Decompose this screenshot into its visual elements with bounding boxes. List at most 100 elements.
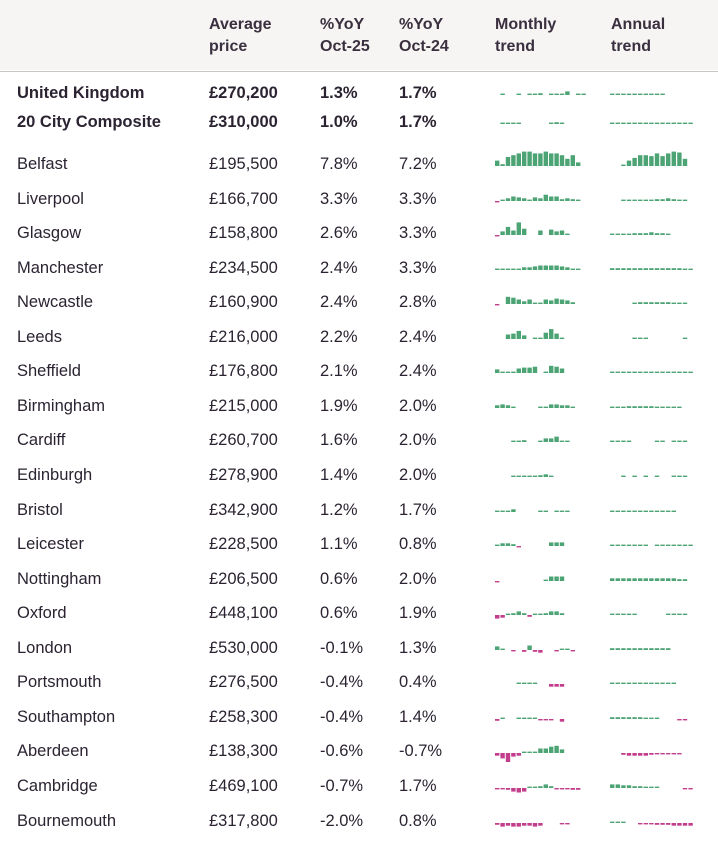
location-name: Southampton bbox=[17, 708, 116, 726]
sparkline-bar bbox=[643, 510, 648, 512]
sparkline-bar bbox=[610, 122, 615, 124]
yoy-oct24: 1.7% bbox=[399, 501, 437, 519]
sparkline-bar bbox=[626, 406, 632, 408]
sparkline-bar bbox=[666, 682, 671, 684]
location-name: Bournemouth bbox=[17, 812, 117, 830]
sparkline-bar bbox=[621, 406, 626, 408]
yoy-oct25: 1.6% bbox=[320, 431, 358, 449]
sparkline-bar bbox=[527, 786, 532, 788]
yoy-oct24: 1.9% bbox=[399, 604, 437, 622]
annual-trend-sparkline bbox=[610, 682, 676, 684]
sparkline-bar bbox=[632, 268, 637, 270]
monthly-trend-sparkline bbox=[495, 645, 575, 653]
sparkline-bar bbox=[559, 230, 565, 235]
sparkline-bar bbox=[677, 823, 682, 826]
sparkline-bar bbox=[565, 440, 570, 442]
sparkline-bar bbox=[638, 753, 643, 756]
sparkline-bar bbox=[671, 823, 676, 826]
sparkline-bar bbox=[643, 648, 648, 650]
sparkline-bar bbox=[554, 684, 559, 687]
sparkline-bar bbox=[538, 510, 543, 512]
sparkline-bar bbox=[682, 199, 688, 201]
sparkline-bar bbox=[505, 371, 511, 373]
sparkline-bar bbox=[538, 265, 543, 270]
sparkline-bar bbox=[654, 510, 660, 512]
sparkline-bar bbox=[638, 823, 643, 825]
sparkline-bar bbox=[682, 371, 688, 373]
sparkline-bar bbox=[516, 440, 521, 442]
sparkline-bar bbox=[522, 475, 527, 477]
location-name: United Kingdom bbox=[17, 84, 145, 102]
sparkline-bar bbox=[654, 233, 660, 235]
sparkline-bar bbox=[632, 786, 637, 788]
sparkline-bar bbox=[549, 542, 554, 546]
sparkline-bar bbox=[638, 337, 643, 339]
sparkline-bar bbox=[654, 302, 660, 304]
table-row: Cambridge £469,100 -0.7% 1.7% bbox=[0, 769, 718, 803]
average-price: £176,800 bbox=[209, 362, 278, 380]
sparkline-bar bbox=[495, 788, 500, 790]
sparkline-bar bbox=[543, 265, 548, 270]
sparkline-bar bbox=[660, 233, 665, 235]
sparkline-bar bbox=[576, 162, 581, 166]
sparkline-bar bbox=[570, 155, 575, 166]
sparkline-bar bbox=[638, 199, 643, 201]
sparkline-bar bbox=[565, 823, 570, 825]
sparkline-bar bbox=[649, 122, 654, 124]
average-price: £166,700 bbox=[209, 190, 278, 208]
sparkline-bar bbox=[549, 93, 554, 95]
sparkline-bar bbox=[511, 788, 516, 792]
sparkline-bar bbox=[511, 122, 516, 124]
sparkline-bar bbox=[565, 510, 570, 512]
sparkline-bar bbox=[654, 122, 660, 124]
sparkline-bar bbox=[654, 153, 660, 166]
sparkline-bar bbox=[543, 438, 548, 442]
sparkline-bar bbox=[554, 265, 559, 270]
sparkline-bar bbox=[610, 371, 615, 373]
table-row: Cardiff £260,700 1.6% 2.0% bbox=[0, 423, 718, 457]
sparkline-bar bbox=[538, 613, 543, 615]
yoy-oct24: 0.8% bbox=[399, 535, 437, 553]
sparkline-bar bbox=[610, 93, 615, 95]
sparkline-bar bbox=[660, 156, 665, 166]
sparkline-bar bbox=[549, 746, 554, 753]
sparkline-bar bbox=[570, 650, 575, 652]
sparkline-bar bbox=[649, 302, 654, 304]
sparkline-bar bbox=[500, 404, 505, 408]
sparkline-bar bbox=[649, 786, 654, 788]
sparkline-bar bbox=[621, 717, 626, 719]
sparkline-bar bbox=[610, 717, 615, 719]
sparkline-bar bbox=[621, 233, 626, 235]
monthly-trend-sparkline bbox=[511, 474, 554, 477]
sparkline-bar bbox=[654, 371, 660, 373]
sparkline-bar bbox=[643, 155, 648, 166]
location-name: 20 City Composite bbox=[17, 113, 161, 131]
sparkline-bar bbox=[559, 405, 565, 408]
sparkline-bar bbox=[516, 823, 521, 827]
sparkline-bar bbox=[495, 369, 500, 373]
sparkline-bar bbox=[505, 405, 511, 408]
table-row: Southampton £258,300 -0.4% 1.4% bbox=[0, 700, 718, 734]
table-row: Manchester £234,500 2.4% 3.3% bbox=[0, 251, 718, 285]
average-price: £530,000 bbox=[209, 639, 278, 657]
sparkline-bar bbox=[654, 268, 660, 270]
yoy-oct25: 3.3% bbox=[320, 190, 358, 208]
annual-trend-sparkline bbox=[610, 406, 682, 408]
sparkline-bar bbox=[543, 579, 548, 581]
header-average-price: Average price bbox=[209, 16, 272, 55]
sparkline-bar bbox=[626, 717, 632, 719]
sparkline-bar bbox=[615, 544, 620, 546]
sparkline-bar bbox=[671, 578, 676, 581]
sparkline-bar bbox=[559, 576, 565, 581]
sparkline-bar bbox=[610, 233, 615, 235]
sparkline-bar bbox=[538, 230, 543, 235]
sparkline-bar bbox=[532, 650, 538, 652]
sparkline-bar bbox=[677, 406, 682, 408]
sparkline-bar bbox=[538, 406, 543, 408]
sparkline-bar bbox=[649, 578, 654, 581]
sparkline-bar bbox=[610, 784, 615, 788]
sparkline-bar bbox=[527, 93, 532, 95]
sparkline-bar bbox=[654, 475, 660, 477]
annual-trend-sparkline bbox=[610, 268, 693, 270]
sparkline-bar bbox=[660, 648, 665, 650]
